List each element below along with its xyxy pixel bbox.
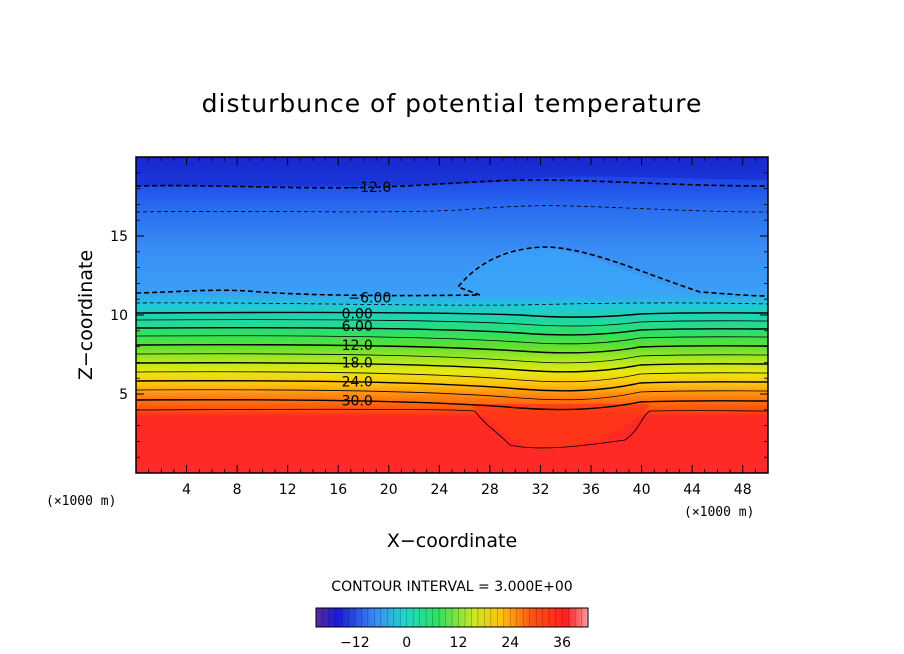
colorbar-gradient — [315, 607, 589, 628]
contour-line-33 — [136, 408, 768, 449]
contour-label: −6.00 — [348, 291, 391, 307]
x-tick-label: 4 — [182, 482, 191, 498]
colorbar-tick-label: 36 — [553, 635, 571, 651]
warm-bulge-fill — [470, 404, 650, 450]
y-axis-ticks: 5 10 15 — [110, 172, 768, 458]
contour-labels: −12.0 −6.000.006.00 12.018.0 24.0 30.0 — [342, 180, 392, 409]
contour-line-30 — [136, 399, 768, 411]
contour-label: 6.00 — [342, 319, 373, 335]
contour-label: 12.0 — [342, 338, 373, 354]
colorbar-segments — [322, 608, 582, 627]
y-tick-label: 10 — [110, 308, 128, 324]
x-tick-label: 36 — [582, 482, 600, 498]
cold-bulge-fill — [455, 246, 680, 300]
contour-label: 0.00 — [342, 306, 373, 322]
contour-fill — [136, 157, 768, 473]
contour-line-24 — [136, 380, 768, 392]
contour-line-12 — [136, 344, 768, 354]
x-tick-label: 16 — [329, 482, 347, 498]
y-tick-label: 5 — [119, 387, 128, 403]
x-tick-label: 12 — [279, 482, 297, 498]
contour-line-3 — [136, 319, 768, 327]
contour-line-18 — [136, 362, 768, 373]
contour-line-15 — [136, 353, 768, 364]
x-tick-label: 28 — [481, 482, 499, 498]
colorbar-tick-label: 24 — [501, 635, 519, 651]
colorbar: −12 0 12 24 36 — [315, 607, 589, 651]
contour-line-27 — [136, 389, 768, 401]
contour-label: 18.0 — [342, 355, 373, 371]
x-tick-label: 48 — [734, 482, 752, 498]
contour-line-9 — [136, 335, 768, 345]
contour-line-21 — [136, 371, 768, 383]
contour-label: 30.0 — [342, 393, 373, 409]
cold-top-fill — [136, 157, 768, 187]
x-axis-ticks: 4 8 12 16 20 24 28 32 36 40 44 48 — [148, 157, 756, 498]
colorbar-tick-label: 0 — [402, 635, 411, 651]
colorbar-tick-label: 12 — [450, 635, 468, 651]
x-axis-unit-label: (×1000 m) — [684, 505, 754, 520]
contour-line-neg6 — [136, 246, 768, 297]
contour-interval-label: CONTOUR INTERVAL = 3.000E+00 — [331, 579, 572, 595]
x-origin-unit-label: (×1000 m) — [46, 494, 116, 509]
contour-label: 24.0 — [342, 374, 373, 390]
plot-area — [136, 157, 768, 473]
contour-label: −12.0 — [348, 180, 391, 196]
x-axis-label: X−coordinate — [387, 530, 517, 552]
contour-line-6 — [136, 326, 768, 336]
x-tick-label: 32 — [532, 482, 550, 498]
x-tick-label: 40 — [633, 482, 651, 498]
y-tick-label: 15 — [110, 229, 128, 245]
contour-line-neg3 — [136, 302, 768, 306]
contour-line-neg15 — [136, 205, 768, 213]
contour-line-0 — [136, 311, 768, 318]
colorbar-ticks: −12 0 12 24 36 — [340, 635, 571, 651]
chart-title: disturbunce of potential temperature — [202, 89, 703, 118]
y-axis-label: Z−coordinate — [75, 250, 97, 380]
x-tick-label: 8 — [233, 482, 242, 498]
contour-line-neg12 — [136, 179, 768, 189]
x-tick-label: 20 — [380, 482, 398, 498]
colorbar-tick-label: −12 — [340, 635, 370, 651]
x-tick-label: 24 — [430, 482, 448, 498]
x-tick-label: 44 — [683, 482, 701, 498]
